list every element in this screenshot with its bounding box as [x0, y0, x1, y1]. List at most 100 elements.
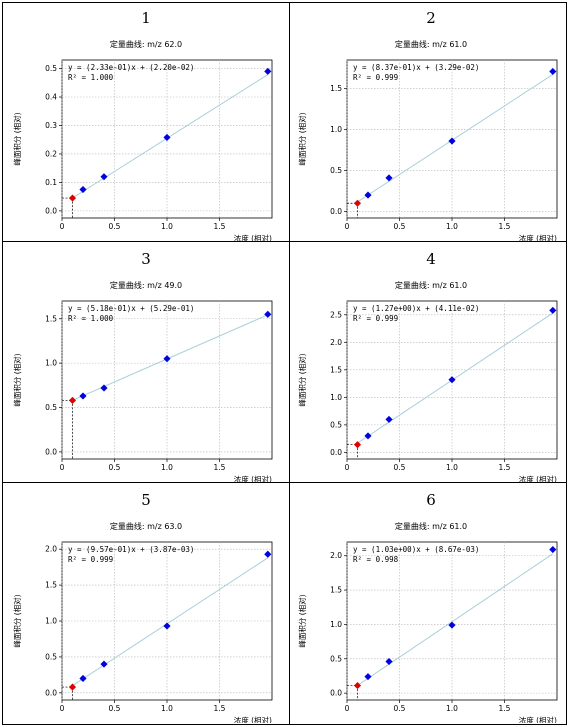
- x-tick-label: 1.0: [446, 463, 458, 472]
- calibration-point: [448, 137, 456, 145]
- calibration-point: [79, 392, 87, 400]
- y-tick-label: 1.0: [45, 359, 57, 368]
- y-tick-label: 1.5: [45, 314, 57, 323]
- chart-svg: 4 定量曲线: m/z 61.0 0 0.5 1.0 1.5 0.0 0.5 1.0 1.5 2.0…: [297, 250, 558, 482]
- calibration-point: [549, 306, 557, 314]
- panel-number: 2: [426, 9, 436, 27]
- y-tick-label: 1.0: [330, 125, 342, 134]
- x-tick-label: 0.5: [109, 704, 121, 713]
- y-tick-label: 1.5: [330, 586, 342, 595]
- panel-number: 5: [141, 491, 151, 509]
- x-tick-label: 1.5: [499, 222, 511, 231]
- x-tick-label: 1.5: [214, 704, 226, 713]
- calibration-point: [100, 384, 108, 392]
- y-axis-label: 峰面积分 (相对): [12, 112, 22, 165]
- x-tick-label: 1.5: [214, 463, 226, 472]
- y-tick-label: 0.4: [45, 93, 57, 102]
- x-axis-label: 浓度 (相对): [519, 715, 557, 723]
- y-tick-label: 0.0: [45, 688, 57, 697]
- x-tick-label: 1.0: [446, 222, 458, 231]
- chart-title: 定量曲线: m/z 49.0: [110, 280, 182, 290]
- r-squared: R² = 0.999: [353, 73, 398, 82]
- unknown-sample-point: [68, 396, 77, 405]
- y-axis-label: 峰面积分 (相对): [12, 594, 22, 647]
- calibration-point: [364, 432, 372, 440]
- calibration-point: [385, 415, 393, 423]
- x-tick-label: 1.0: [446, 704, 458, 713]
- chart-panel: 4 定量曲线: m/z 61.0 0 0.5 1.0 1.5 0.0 0.5 1.0 1.5 2.0…: [289, 244, 569, 484]
- panel-number: 1: [141, 9, 151, 27]
- grid-horizontal-divider-1: [3, 241, 566, 242]
- calibration-point: [549, 545, 557, 554]
- x-axis-label: 浓度 (相对): [519, 233, 557, 241]
- x-tick-label: 0: [345, 463, 350, 472]
- r-squared: R² = 0.998: [353, 555, 399, 564]
- regression-equation: y = (1.03e+00)x + (8.67e-03): [353, 545, 479, 554]
- y-tick-label: 0.0: [330, 207, 342, 216]
- y-axis-label: 峰面积分 (相对): [297, 112, 307, 165]
- unknown-sample-point: [353, 199, 362, 207]
- r-squared: R² = 1.000: [68, 314, 114, 323]
- chart-panel: 1 定量曲线: m/z 62.0 0 0.5 1.0 1.5 0.0 0.1 0.2 0.3 0.4…: [4, 3, 288, 243]
- calibration-point: [163, 133, 171, 142]
- calibration-point: [79, 185, 87, 194]
- y-tick-label: 1.0: [45, 617, 57, 626]
- calibration-point: [100, 173, 108, 181]
- regression-equation: y = (5.18e-01)x + (5.29e-01): [68, 304, 194, 313]
- regression-line: [357, 74, 554, 203]
- y-tick-label: 1.5: [330, 365, 342, 374]
- calibration-point: [385, 174, 393, 182]
- calibration-point: [79, 674, 87, 683]
- chart-svg: 3 定量曲线: m/z 49.0 0 0.5 1.0 1.5 0.0 0.5 1.0 1.5 y =…: [12, 250, 273, 482]
- chart-title: 定量曲线: m/z 62.0: [110, 39, 182, 49]
- x-tick-label: 0.5: [394, 222, 406, 231]
- r-squared: R² = 0.999: [353, 314, 398, 323]
- y-axis-label: 峰面积分 (相对): [12, 353, 22, 406]
- panel-number: 6: [426, 491, 436, 509]
- y-tick-label: 0.0: [45, 206, 57, 215]
- chart-panel: 6 定量曲线: m/z 61.0 0 0.5 1.0 1.5 0.0 0.5 1.0 1.5 2.0…: [289, 485, 569, 725]
- panel-number: 3: [141, 250, 151, 268]
- grid-horizontal-divider-2: [3, 482, 566, 483]
- grid-vertical-divider: [289, 3, 290, 724]
- unknown-sample-point: [353, 681, 362, 690]
- chart-title: 定量曲线: m/z 61.0: [395, 39, 467, 49]
- x-tick-label: 1.5: [214, 222, 226, 231]
- calibration-point: [364, 673, 372, 681]
- y-tick-label: 1.5: [330, 84, 342, 93]
- x-tick-label: 0.5: [109, 463, 121, 472]
- calibration-point: [264, 550, 272, 558]
- chart-svg: 2 定量曲线: m/z 61.0 0 0.5 1.0 1.5 0.0 0.5 1.0 1.5 y =…: [297, 9, 558, 241]
- r-squared: R² = 0.999: [68, 555, 113, 564]
- regression-equation: y = (2.33e-01)x + (2.20e-02): [68, 63, 194, 72]
- chart-title: 定量曲线: m/z 61.0: [395, 280, 467, 290]
- chart-title: 定量曲线: m/z 63.0: [110, 521, 182, 531]
- calibration-point: [385, 657, 393, 666]
- y-tick-label: 0.3: [45, 121, 57, 130]
- chart-panel: 5 定量曲线: m/z 63.0 0 0.5 1.0 1.5 0.0 0.5 1.0 1.5 2.0…: [4, 485, 288, 725]
- calibration-point: [163, 355, 171, 363]
- calibration-point: [448, 621, 456, 629]
- x-tick-label: 1.5: [499, 463, 511, 472]
- y-tick-label: 0.5: [45, 64, 57, 73]
- x-tick-label: 0.5: [394, 463, 406, 472]
- y-tick-label: 0.5: [45, 652, 57, 661]
- chart-panel: 3 定量曲线: m/z 49.0 0 0.5 1.0 1.5 0.0 0.5 1.0 1.5 y =…: [4, 244, 288, 484]
- x-axis-label: 浓度 (相对): [519, 474, 557, 482]
- chart-svg: 6 定量曲线: m/z 61.0 0 0.5 1.0 1.5 0.0 0.5 1.0 1.5 2.0…: [297, 491, 558, 723]
- y-tick-label: 0.5: [330, 420, 342, 429]
- y-axis-label: 峰面积分 (相对): [297, 353, 307, 406]
- y-tick-label: 1.5: [45, 581, 57, 590]
- y-tick-label: 0.5: [330, 654, 342, 663]
- y-tick-label: 0.0: [330, 448, 342, 457]
- x-tick-label: 0: [60, 704, 65, 713]
- y-tick-label: 0.2: [45, 149, 57, 158]
- y-tick-label: 0.1: [45, 178, 57, 187]
- x-tick-label: 1.0: [161, 222, 173, 231]
- chart-svg: 5 定量曲线: m/z 63.0 0 0.5 1.0 1.5 0.0 0.5 1.0 1.5 2.0…: [12, 491, 273, 723]
- x-tick-label: 1.5: [499, 704, 511, 713]
- chart-title: 定量曲线: m/z 61.0: [395, 521, 467, 531]
- x-axis-label: 浓度 (相对): [234, 233, 272, 241]
- r-squared: R² = 1.000: [68, 73, 114, 82]
- panel-number: 4: [426, 250, 436, 268]
